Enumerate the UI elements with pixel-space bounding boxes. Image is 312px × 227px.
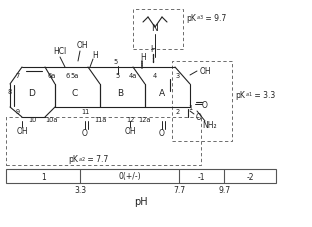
- Text: 5: 5: [114, 59, 118, 65]
- Text: 5: 5: [116, 73, 120, 79]
- Text: 5a: 5a: [71, 73, 79, 79]
- Text: 12a: 12a: [139, 116, 151, 122]
- Text: 7: 7: [16, 73, 20, 79]
- Text: 6: 6: [66, 73, 70, 79]
- Text: H: H: [92, 50, 98, 59]
- Text: 9: 9: [16, 109, 20, 114]
- Text: O: O: [196, 113, 202, 122]
- Text: OH: OH: [76, 41, 88, 50]
- Text: A: A: [159, 88, 165, 97]
- Text: O: O: [82, 128, 88, 137]
- Text: N: N: [152, 23, 158, 32]
- Text: 8: 8: [8, 89, 12, 95]
- Text: -1: -1: [198, 172, 206, 181]
- Bar: [6, 169, 276, 183]
- Text: 10: 10: [28, 116, 36, 122]
- Bar: [133, 10, 183, 50]
- Text: 4a: 4a: [129, 73, 137, 79]
- Text: 0(+/-): 0(+/-): [119, 172, 141, 181]
- Text: OH: OH: [16, 127, 28, 136]
- Text: $_{a1}$: $_{a1}$: [245, 90, 253, 99]
- Text: = 9.7: = 9.7: [203, 13, 226, 22]
- Text: C: C: [72, 88, 78, 97]
- Text: 11: 11: [81, 109, 89, 114]
- Bar: [6, 118, 201, 165]
- Text: H: H: [150, 45, 156, 54]
- Text: H: H: [140, 53, 146, 62]
- Text: 3.3: 3.3: [74, 186, 86, 195]
- Text: 2: 2: [176, 109, 180, 114]
- Text: OH: OH: [124, 127, 136, 136]
- Text: 12: 12: [126, 116, 134, 122]
- Bar: [172, 62, 232, 141]
- Text: 1: 1: [188, 105, 192, 111]
- Text: 7.7: 7.7: [173, 186, 185, 195]
- Text: = 3.3: = 3.3: [252, 90, 275, 99]
- Text: OH: OH: [200, 67, 212, 76]
- Text: B: B: [117, 88, 123, 97]
- Text: O: O: [202, 100, 208, 109]
- Text: pH: pH: [134, 196, 148, 206]
- Text: 3: 3: [176, 73, 180, 79]
- Text: 6a: 6a: [48, 73, 56, 79]
- Text: 4: 4: [153, 73, 157, 79]
- Text: O: O: [159, 128, 165, 137]
- Text: 9.7: 9.7: [218, 186, 230, 195]
- Text: D: D: [29, 88, 36, 97]
- Text: = 7.7: = 7.7: [85, 155, 108, 164]
- Text: 1: 1: [41, 172, 46, 181]
- Text: 10a: 10a: [46, 116, 58, 122]
- Text: pK: pK: [68, 155, 78, 164]
- Text: pK: pK: [235, 90, 245, 99]
- Text: $_{a2}$: $_{a2}$: [78, 155, 86, 163]
- Text: -2: -2: [246, 172, 254, 181]
- Text: pK: pK: [186, 13, 196, 22]
- Text: HCl: HCl: [53, 47, 67, 56]
- Text: $_{a3}$: $_{a3}$: [196, 14, 204, 22]
- Text: 11a: 11a: [94, 116, 106, 122]
- Text: NH₂: NH₂: [203, 120, 217, 129]
